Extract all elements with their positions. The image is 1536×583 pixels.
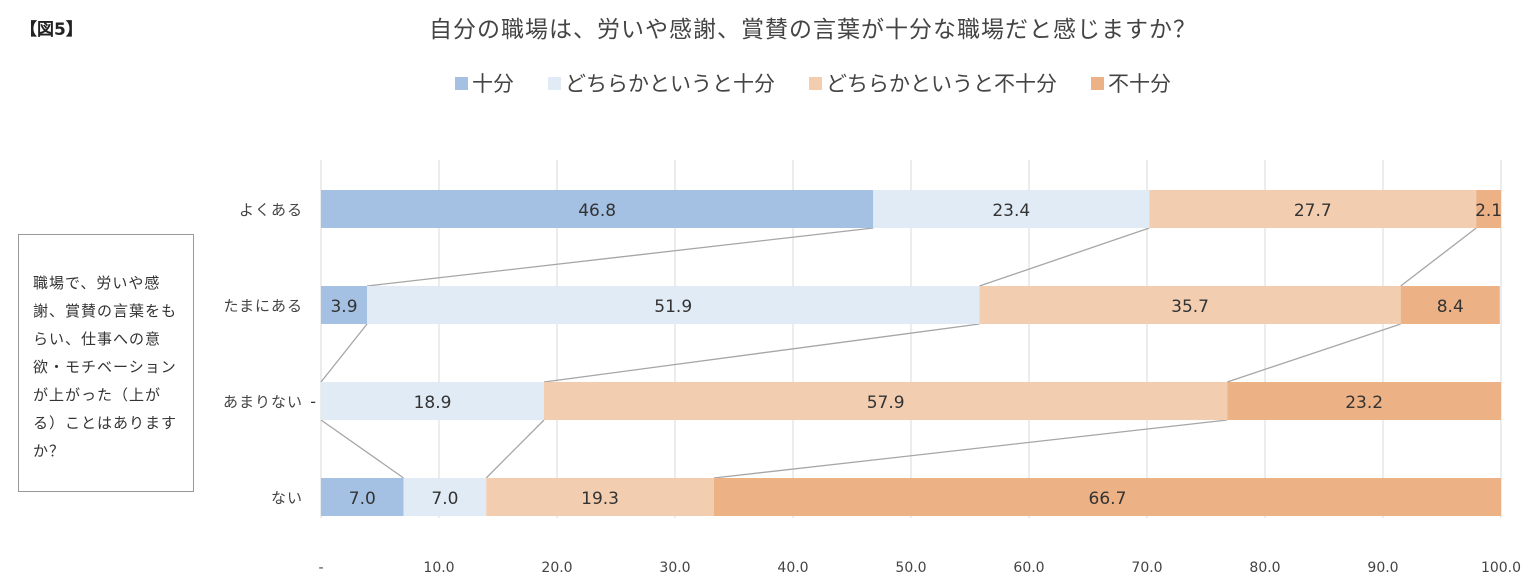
chart-title: 自分の職場は、労いや感謝、賞賛の言葉が十分な職場だと感じますか？ (429, 17, 1197, 43)
x-tick-label: 100.0 (1481, 560, 1521, 576)
bar-segment (403, 478, 487, 516)
legend-item: どちらかというと不十分 (809, 68, 1057, 98)
x-tick-label: 20.0 (541, 560, 572, 576)
bar-segment (486, 478, 714, 516)
bar-segment (367, 286, 980, 324)
bar-segment (321, 286, 368, 324)
legend-swatch (548, 76, 561, 90)
bar-segment (321, 478, 404, 516)
category-label: あまりない (223, 393, 303, 411)
category-label: よくある (239, 201, 303, 219)
x-tick-label: 70.0 (1131, 560, 1162, 576)
data-label: 7.0 (349, 489, 376, 509)
data-label: 7.0 (431, 489, 458, 509)
figure-label: 【図5】 (20, 20, 83, 40)
x-tick-label: 30.0 (659, 560, 690, 576)
legend-label: どちらかというと十分 (565, 72, 775, 96)
series-connector-line (1400, 227, 1477, 287)
x-tick-label: 80.0 (1249, 560, 1280, 576)
series-connector-line (320, 323, 368, 383)
data-label: 27.7 (1294, 201, 1332, 221)
legend-label: 不十分 (1108, 72, 1171, 96)
bar-segment (321, 382, 545, 420)
bar-segment (713, 478, 1501, 516)
data-label: 19.3 (581, 489, 619, 509)
series-connector-line (543, 323, 980, 383)
data-label: 51.9 (654, 297, 692, 317)
data-label: 66.7 (1089, 489, 1127, 509)
data-label: 57.9 (867, 393, 905, 413)
legend-label: どちらかというと不十分 (826, 72, 1057, 96)
x-tick-label: 50.0 (895, 560, 926, 576)
legend-item: どちらかというと十分 (548, 68, 775, 98)
series-connector-line (979, 227, 1150, 287)
category-label: たまにある (223, 297, 303, 315)
bar-segment (873, 190, 1150, 228)
series-connector-line (320, 419, 404, 479)
bar-segment (1400, 286, 1500, 324)
data-label: 18.9 (414, 393, 452, 413)
x-tick-label: 60.0 (1013, 560, 1044, 576)
bar-segment (979, 286, 1401, 324)
question-box: 職場で、労いや感謝、賞賛の言葉をもらい、仕事への意欲・モチベーションが上がった（… (18, 234, 194, 492)
legend-swatch (809, 76, 822, 90)
bar-segment (321, 190, 874, 228)
x-tick-label: 10.0 (423, 560, 454, 576)
data-label: - (310, 392, 316, 411)
series-connector-line (485, 419, 545, 479)
legend-swatch (455, 76, 468, 90)
x-tick-label: - (318, 560, 323, 576)
data-label: 46.8 (578, 201, 616, 221)
category-label: ない (271, 489, 303, 507)
chart-legend: 十分 どちらかというと十分 どちらかというと不十分 不十分 (0, 68, 1536, 98)
x-tick-label: 90.0 (1367, 560, 1398, 576)
data-label: 35.7 (1171, 297, 1209, 317)
legend-swatch (1091, 76, 1104, 90)
data-label: 23.4 (992, 201, 1030, 221)
legend-item: 不十分 (1091, 68, 1171, 98)
series-connector-line (713, 419, 1228, 479)
legend-label: 十分 (472, 72, 514, 96)
data-label: 2.1 (1475, 201, 1502, 221)
data-label: 8.4 (1437, 297, 1464, 317)
data-label: 23.2 (1345, 393, 1383, 413)
legend-item: 十分 (455, 68, 514, 98)
series-connector-line (366, 227, 874, 287)
bar-segment (1149, 190, 1477, 228)
x-tick-label: 40.0 (777, 560, 808, 576)
data-label: 3.9 (330, 297, 357, 317)
series-connector-line (1227, 323, 1401, 383)
bar-segment (1476, 190, 1501, 228)
bar-segment (1227, 382, 1501, 420)
bar-segment (544, 382, 1228, 420)
